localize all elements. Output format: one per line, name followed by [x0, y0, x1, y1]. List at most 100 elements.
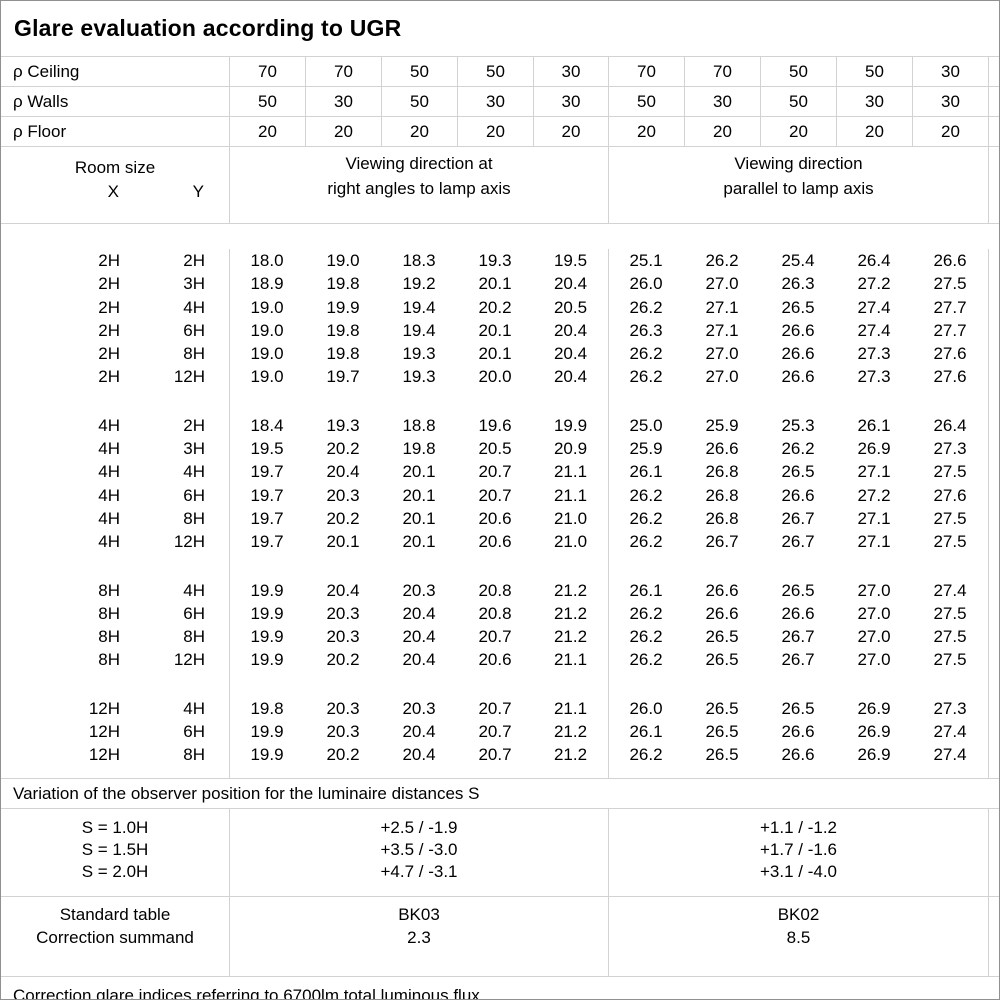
- room-y-value: 3H: [183, 439, 205, 459]
- ugr-value-parallel: 26.6: [781, 367, 815, 387]
- ugr-value-right-angles: 19.9: [250, 627, 284, 647]
- room-x-value: 2H: [98, 251, 120, 270]
- ugr-value-right-angles: 19.8: [326, 320, 360, 340]
- spacer: [209, 697, 229, 720]
- ugr-value-right-angles: 20.6: [478, 532, 512, 552]
- ugr-value-parallel: 26.7: [781, 508, 815, 528]
- s-distance-label: S = 1.5H: [81, 840, 149, 859]
- reflectance-value: 50: [381, 87, 457, 116]
- spacer: [209, 648, 229, 671]
- reflectance-value: 70: [305, 57, 381, 86]
- ugr-value-parallel: 26.8: [705, 462, 739, 482]
- ugr-value-right-angles: 19.9: [250, 722, 284, 742]
- room-y-value: 6H: [183, 603, 205, 623]
- ugr-row: 4H 4H 19.7 20.4 20.1 20.7 21.1 26.1 26.8 26.5 27.1…: [1, 460, 999, 483]
- ugr-value-right-angles: 19.5: [250, 439, 284, 459]
- reflectance-value: 50: [381, 57, 457, 86]
- ugr-value-right-angles: 18.3: [402, 251, 436, 270]
- ugr-value-right-angles: 20.2: [326, 508, 360, 528]
- ugr-value-parallel: 27.0: [705, 344, 739, 364]
- room-y-value: 12H: [173, 532, 205, 552]
- spacer: [209, 579, 229, 602]
- ugr-value-right-angles: 20.3: [402, 580, 436, 600]
- ugr-value-parallel: 27.0: [705, 367, 739, 387]
- ugr-value-right-angles: 20.2: [478, 297, 512, 317]
- ugr-value-parallel: 27.6: [933, 485, 967, 505]
- reflectance-values-floor: 20 20 20 20 20 20 20 20 20 20: [229, 117, 999, 146]
- ugr-value-right-angles: 21.2: [553, 745, 588, 765]
- observer-variation-band: S = 1.0H S = 1.5H S = 2.0H +2.5 / -1.9 +…: [1, 809, 999, 897]
- room-size-group: 4H 2H 18.4 19.3 18.8 19.6 19.9 25.0 25.9 25.3 26.1…: [1, 414, 999, 554]
- ugr-value-right-angles: 19.9: [250, 745, 284, 765]
- ugr-value-right-angles: 19.3: [402, 367, 436, 387]
- grid-stub: [988, 897, 999, 976]
- parallel-header: Viewing direction parallel to lamp axis: [608, 147, 988, 223]
- standard-right-angles: BK03 2.3: [229, 897, 608, 976]
- ugr-value-parallel: 27.0: [857, 627, 891, 647]
- s-variation-right-angles: +2.5 / -1.9 +3.5 / -3.0 +4.7 / -3.1: [229, 809, 608, 896]
- ugr-value-right-angles: 21.0: [553, 532, 588, 552]
- ugr-value-parallel: 27.4: [857, 320, 891, 340]
- ugr-value-parallel: 27.0: [857, 580, 891, 600]
- ugr-value-right-angles: 19.7: [326, 367, 360, 387]
- spacer: [209, 414, 229, 437]
- room-y-value: 8H: [183, 508, 205, 528]
- ugr-value-parallel: 27.5: [933, 462, 967, 482]
- reflectance-row-floor: ρ Floor 20 20 20 20 20 20 20 20 20 20: [1, 117, 999, 147]
- ugr-value-right-angles: 20.3: [326, 485, 360, 505]
- s-variation-value: +4.7 / -3.1: [380, 862, 458, 881]
- ugr-value-right-angles: 20.6: [478, 508, 512, 528]
- grid-stub: [988, 743, 999, 766]
- ugr-value-right-angles: 20.8: [478, 580, 512, 600]
- ugr-value-parallel: 27.6: [933, 344, 967, 364]
- room-x-value: 2H: [98, 320, 120, 340]
- ugr-value-right-angles: 21.1: [553, 462, 588, 482]
- ugr-value-parallel: 27.1: [705, 297, 739, 317]
- grid-stub: [988, 720, 999, 743]
- ugr-value-parallel: 26.2: [629, 344, 663, 364]
- room-y-value: 4H: [183, 462, 205, 482]
- ugr-value-parallel: 26.6: [705, 580, 739, 600]
- spacer: [209, 249, 229, 272]
- room-x-value: 12H: [88, 745, 120, 765]
- grid-stub: [988, 87, 999, 116]
- room-y-value: 6H: [183, 485, 205, 505]
- ugr-value-parallel: 26.7: [781, 532, 815, 552]
- grid-stub: [988, 117, 999, 146]
- room-x-value: 2H: [98, 367, 120, 387]
- ugr-value-parallel: 26.0: [629, 698, 663, 718]
- ugr-value-right-angles: 19.2: [402, 274, 436, 294]
- ugr-value-right-angles: 19.0: [250, 367, 284, 387]
- ugr-value-right-angles: 20.7: [478, 462, 512, 482]
- ugr-value-right-angles: 20.1: [402, 462, 436, 482]
- room-y-value: 4H: [183, 297, 205, 317]
- ugr-value-parallel: 26.2: [629, 367, 663, 387]
- correction-summand-label: Correction summand: [36, 928, 194, 947]
- ugr-value-right-angles: 21.1: [553, 698, 588, 718]
- reflectance-value: 20: [305, 117, 381, 146]
- ugr-value-parallel: 27.3: [857, 344, 891, 364]
- ugr-value-parallel: 26.1: [629, 462, 663, 482]
- ugr-value-right-angles: 20.5: [553, 297, 588, 317]
- ugr-value-parallel: 27.4: [857, 297, 891, 317]
- room-x-value: 12H: [88, 722, 120, 742]
- room-x-value: 4H: [98, 415, 120, 435]
- s-distance-labels: S = 1.0H S = 1.5H S = 2.0H: [1, 809, 229, 896]
- grid-stub: [988, 625, 999, 648]
- ugr-value-right-angles: 21.2: [553, 722, 588, 742]
- xy-header-row: X Y: [1, 180, 229, 204]
- spacer: [209, 625, 229, 648]
- reflectance-value: 20: [836, 117, 912, 146]
- ugr-value-right-angles: 20.9: [553, 439, 588, 459]
- grid-stub: [988, 57, 999, 86]
- spacer: [209, 272, 229, 295]
- grid-stub: [988, 365, 999, 388]
- right-angles-header-line1: Viewing direction at: [345, 154, 493, 173]
- ugr-value-parallel: 26.7: [781, 650, 815, 670]
- ugr-value-parallel: 27.1: [857, 508, 891, 528]
- ugr-value-parallel: 27.0: [857, 603, 891, 623]
- ugr-value-parallel: 25.4: [781, 251, 815, 270]
- ugr-value-parallel: 27.6: [933, 367, 967, 387]
- grid-stub: [988, 507, 999, 530]
